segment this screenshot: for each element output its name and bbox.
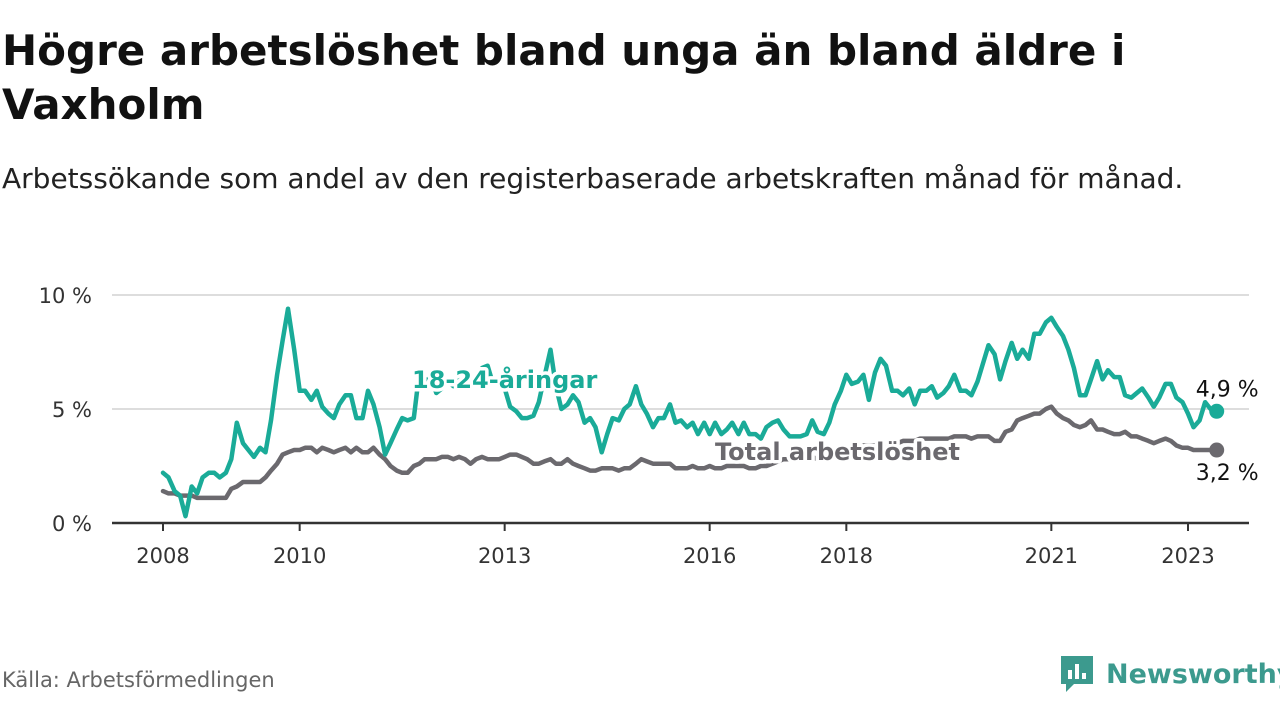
chart-title: Högre arbetslöshet bland unga än bland ä… xyxy=(2,26,1126,129)
series-lines xyxy=(160,306,1225,519)
brand-name: Newsworthy xyxy=(1106,658,1280,690)
x-tick-label: 2010 xyxy=(273,544,326,568)
y-tick-label: 10 % xyxy=(39,284,92,308)
source-note: Källa: Arbetsförmedlingen xyxy=(2,668,275,692)
x-tick-label: 2023 xyxy=(1161,544,1214,568)
x-tick-label: 2016 xyxy=(683,544,736,568)
x-tick-label: 2013 xyxy=(478,544,531,568)
series-end-point-youth xyxy=(1209,403,1225,419)
series-labels: 4,9 % 3,2 % 18-24-åringar Total arbetslöshe… xyxy=(409,362,1262,489)
series-line-total xyxy=(160,404,1219,501)
series-line-youth xyxy=(160,306,1219,519)
y-tick-label: 5 % xyxy=(52,398,92,422)
grid-lines xyxy=(112,294,1249,525)
y-axis-ticks: 0 % 5 % 10 % xyxy=(39,284,92,536)
chart-subtitle: Arbetssökande som andel av den registerb… xyxy=(2,162,1184,195)
series-end-point-total xyxy=(1209,442,1225,458)
end-label-youth: 4,9 % xyxy=(1196,377,1259,402)
x-tick-label: 2018 xyxy=(820,544,873,568)
newsworthy-logo-icon xyxy=(1061,656,1093,692)
brand-logo: Newsworthy xyxy=(1058,654,1280,694)
end-label-total: 3,2 % xyxy=(1196,461,1259,486)
series-label-youth: 18-24-åringar xyxy=(412,365,597,394)
x-axis-ticks: 2008 2010 2013 2016 2018 2021 2023 xyxy=(136,523,1215,568)
series-label-total: Total arbetslöshet xyxy=(715,438,960,466)
x-tick-label: 2021 xyxy=(1025,544,1078,568)
x-tick-label: 2008 xyxy=(136,544,189,568)
y-tick-label: 0 % xyxy=(52,512,92,536)
